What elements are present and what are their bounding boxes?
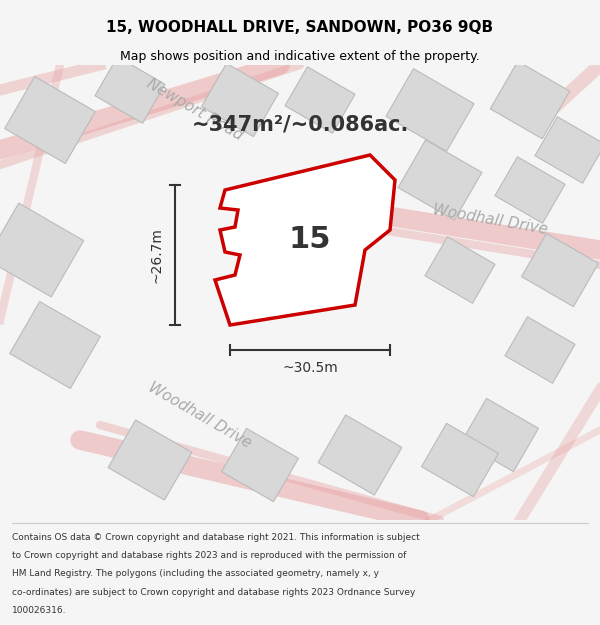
- Text: ~26.7m: ~26.7m: [149, 227, 163, 283]
- Polygon shape: [285, 67, 355, 133]
- Text: 15: 15: [289, 226, 331, 254]
- Polygon shape: [422, 423, 499, 497]
- Polygon shape: [95, 57, 165, 123]
- Text: Woodhall Drive: Woodhall Drive: [431, 202, 548, 238]
- Polygon shape: [202, 63, 278, 137]
- Text: ~30.5m: ~30.5m: [282, 361, 338, 375]
- Polygon shape: [505, 317, 575, 383]
- Text: Newport Road: Newport Road: [145, 76, 245, 144]
- Polygon shape: [215, 155, 395, 325]
- Text: 15, WOODHALL DRIVE, SANDOWN, PO36 9QB: 15, WOODHALL DRIVE, SANDOWN, PO36 9QB: [106, 19, 494, 34]
- Polygon shape: [535, 117, 600, 183]
- Text: HM Land Registry. The polygons (including the associated geometry, namely x, y: HM Land Registry. The polygons (includin…: [12, 569, 379, 578]
- Polygon shape: [386, 69, 474, 151]
- Polygon shape: [108, 420, 192, 500]
- Polygon shape: [521, 233, 598, 307]
- Text: Woodhall Drive: Woodhall Drive: [146, 379, 254, 451]
- Polygon shape: [495, 157, 565, 223]
- Text: 100026316.: 100026316.: [12, 606, 67, 615]
- Text: ~347m²/~0.086ac.: ~347m²/~0.086ac.: [191, 115, 409, 135]
- Text: Contains OS data © Crown copyright and database right 2021. This information is : Contains OS data © Crown copyright and d…: [12, 532, 420, 542]
- Polygon shape: [318, 415, 402, 495]
- Polygon shape: [461, 398, 538, 472]
- Polygon shape: [5, 76, 95, 164]
- Polygon shape: [221, 428, 298, 502]
- Polygon shape: [10, 301, 100, 389]
- Polygon shape: [398, 140, 482, 220]
- Polygon shape: [490, 61, 570, 139]
- Polygon shape: [425, 237, 495, 303]
- Text: Map shows position and indicative extent of the property.: Map shows position and indicative extent…: [120, 51, 480, 63]
- Text: co-ordinates) are subject to Crown copyright and database rights 2023 Ordnance S: co-ordinates) are subject to Crown copyr…: [12, 588, 415, 597]
- Polygon shape: [0, 203, 84, 297]
- Text: to Crown copyright and database rights 2023 and is reproduced with the permissio: to Crown copyright and database rights 2…: [12, 551, 406, 560]
